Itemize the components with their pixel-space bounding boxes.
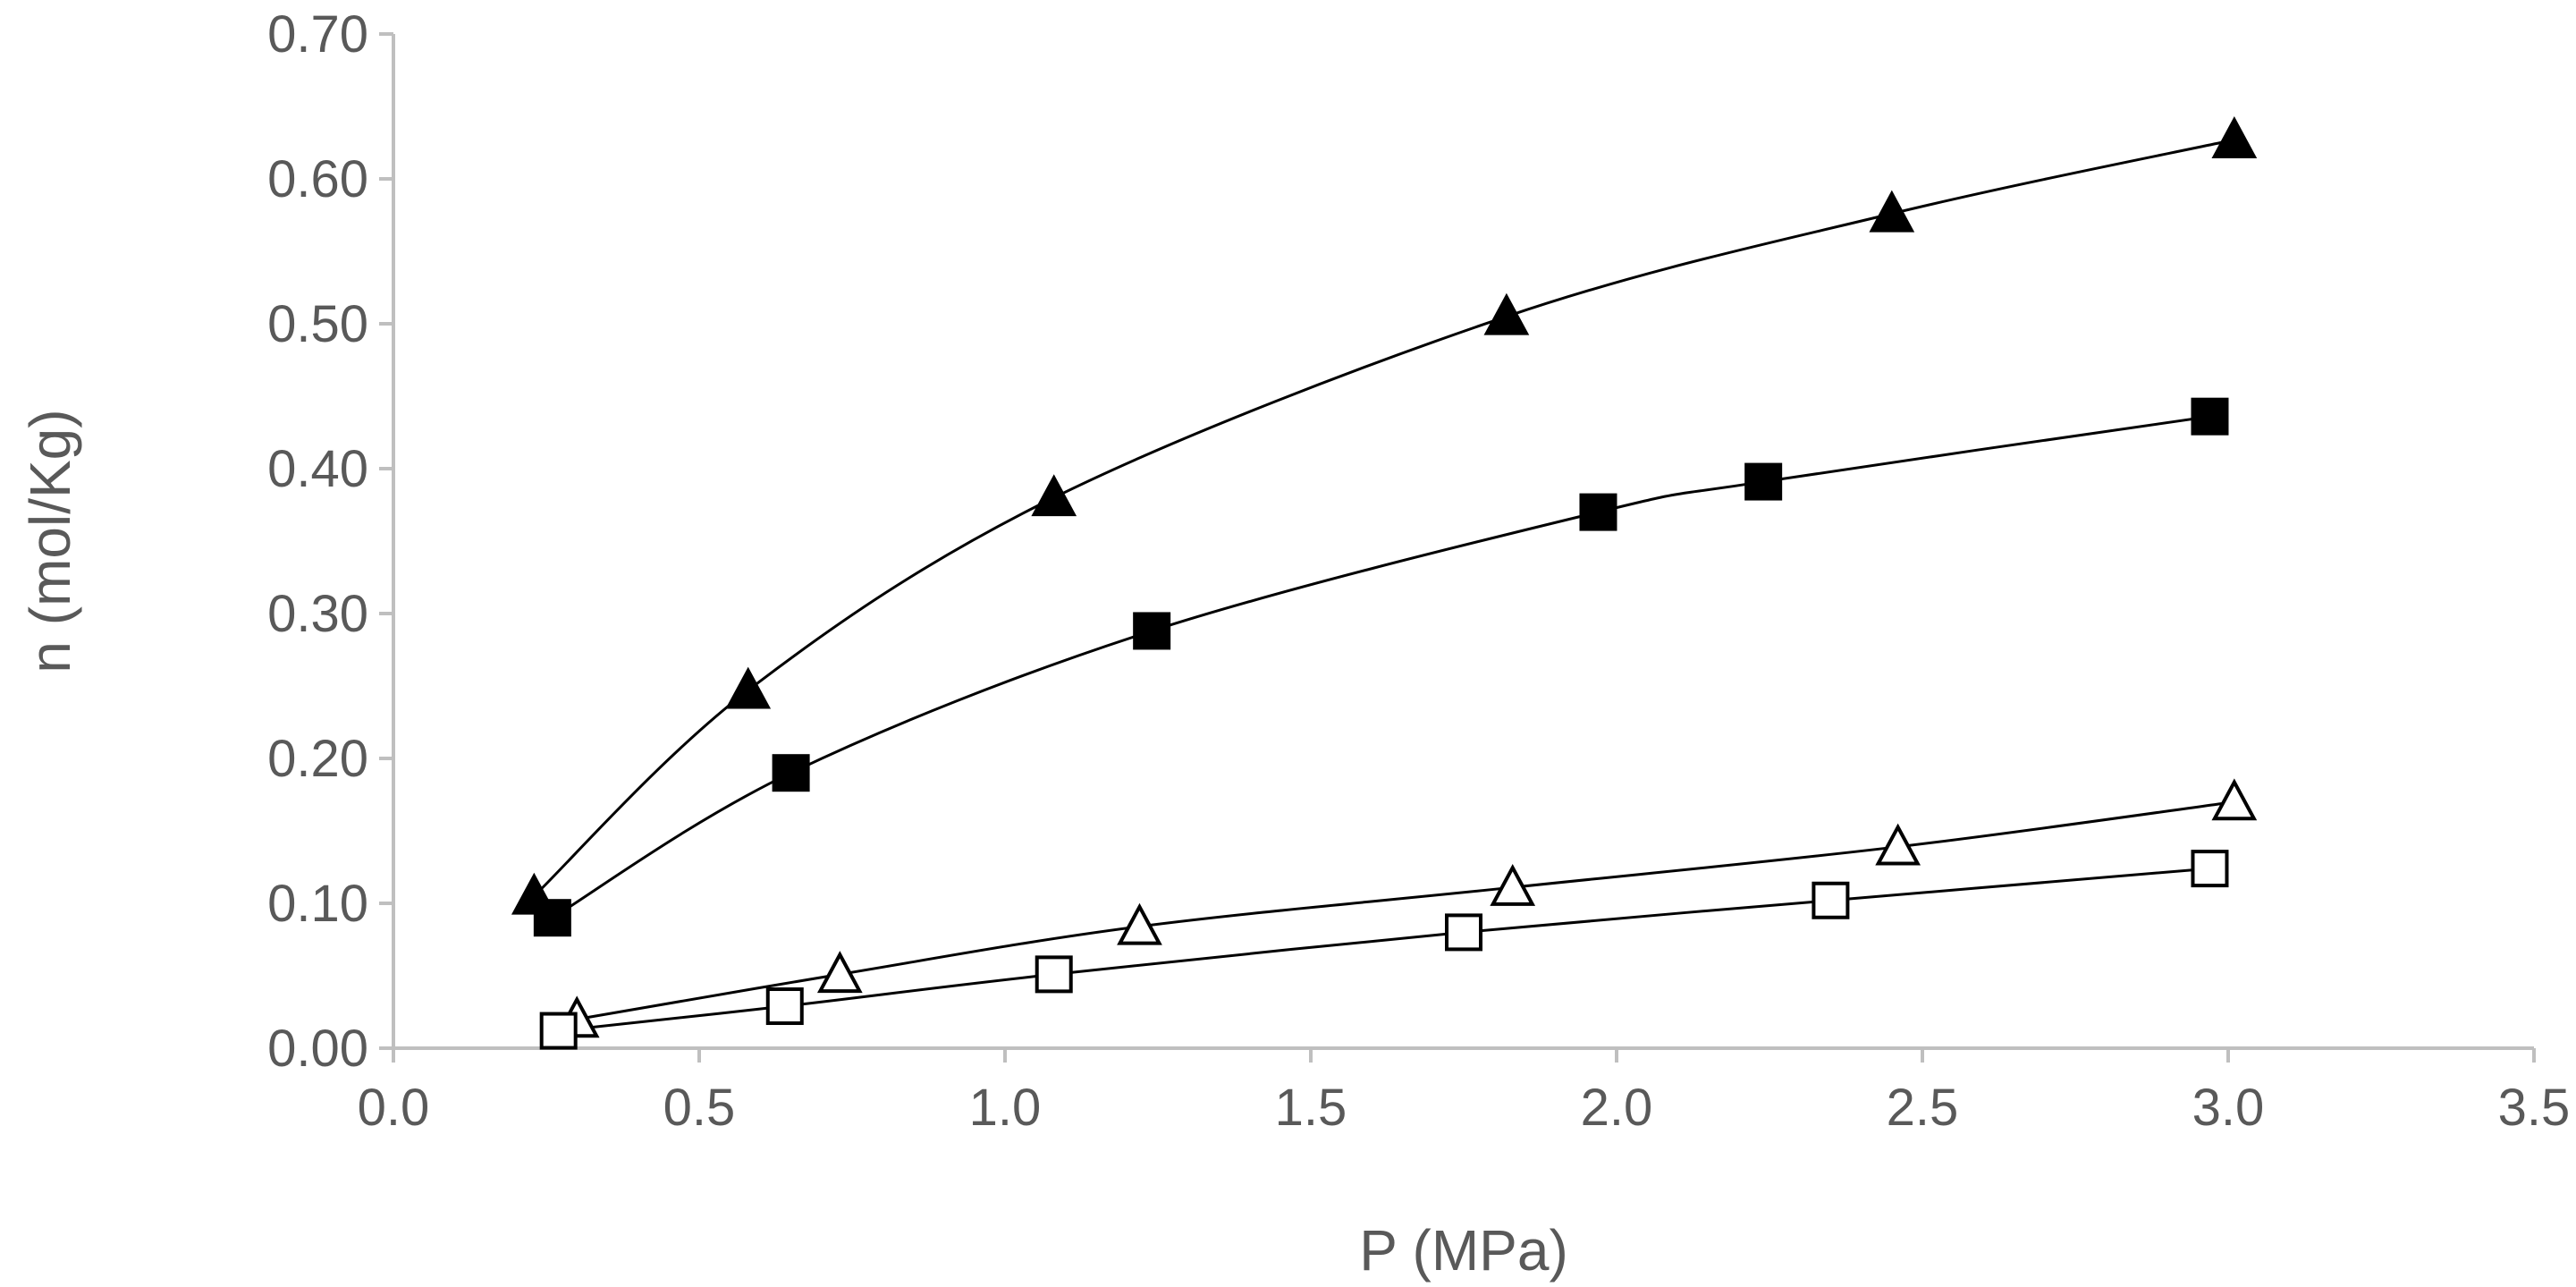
markers: [511, 116, 2258, 1050]
ticks: 0.0 0.5 1.0 1.5 2.0 2.5 3.0 3.5 0.00 0.10 0.20 0.30…: [267, 5, 2570, 1137]
data-point-filled-square: [1579, 493, 1617, 531]
data-point-filled-triangle: [725, 666, 772, 709]
series-line-open-square: [558, 867, 2210, 1033]
x-tick-label: 1.5: [1275, 1079, 1347, 1137]
x-axis-title: P (MPa): [1359, 1218, 1568, 1283]
data-point-filled-triangle: [1869, 190, 1915, 233]
y-tick-label: 0.10: [267, 875, 368, 933]
data-point-open-triangle: [1117, 902, 1162, 945]
data-point-filled-triangle: [2211, 116, 2258, 158]
data-point-filled-square: [533, 899, 571, 937]
x-tick-label: 0.0: [358, 1079, 430, 1137]
data-point-open-triangle: [816, 951, 863, 994]
y-tick-label: 0.20: [267, 730, 368, 788]
data-point-open-square: [2191, 850, 2229, 888]
series-lines: [533, 138, 2235, 1033]
y-axis-title: n (mol/Kg): [18, 409, 82, 673]
data-point-open-square: [1812, 881, 1850, 919]
axes: [392, 34, 2534, 1050]
data-point-filled-square: [2191, 397, 2229, 436]
x-tick-label: 2.0: [1581, 1079, 1653, 1137]
data-point-filled-triangle: [1031, 474, 1077, 517]
series-line-filled-square: [552, 415, 2210, 919]
data-point-open-square: [1445, 913, 1482, 952]
data-point-open-triangle: [2211, 778, 2258, 821]
x-tick-label: 3.0: [2192, 1079, 2265, 1137]
data-point-open-square: [1035, 955, 1073, 994]
y-tick-label: 0.70: [267, 5, 368, 64]
data-point-filled-square: [1744, 462, 1783, 501]
x-tick-label: 1.0: [969, 1079, 1042, 1137]
x-tick-label: 2.5: [1887, 1079, 1959, 1137]
y-tick-label: 0.40: [267, 440, 368, 498]
y-tick-label: 0.50: [267, 295, 368, 353]
y-tick-label: 0.30: [267, 585, 368, 643]
data-point-filled-triangle: [1483, 292, 1530, 335]
data-point-open-triangle: [1875, 823, 1921, 866]
x-tick-label: 0.5: [663, 1079, 736, 1137]
data-point-filled-square: [1133, 612, 1171, 650]
y-tick-label: 0.00: [267, 1020, 368, 1078]
data-point-open-square: [765, 987, 804, 1026]
y-tick-label: 0.60: [267, 150, 368, 208]
data-point-filled-square: [772, 754, 810, 792]
data-point-open-triangle: [1490, 863, 1536, 906]
x-tick-label: 3.5: [2498, 1079, 2571, 1137]
data-point-open-square: [539, 1012, 578, 1050]
